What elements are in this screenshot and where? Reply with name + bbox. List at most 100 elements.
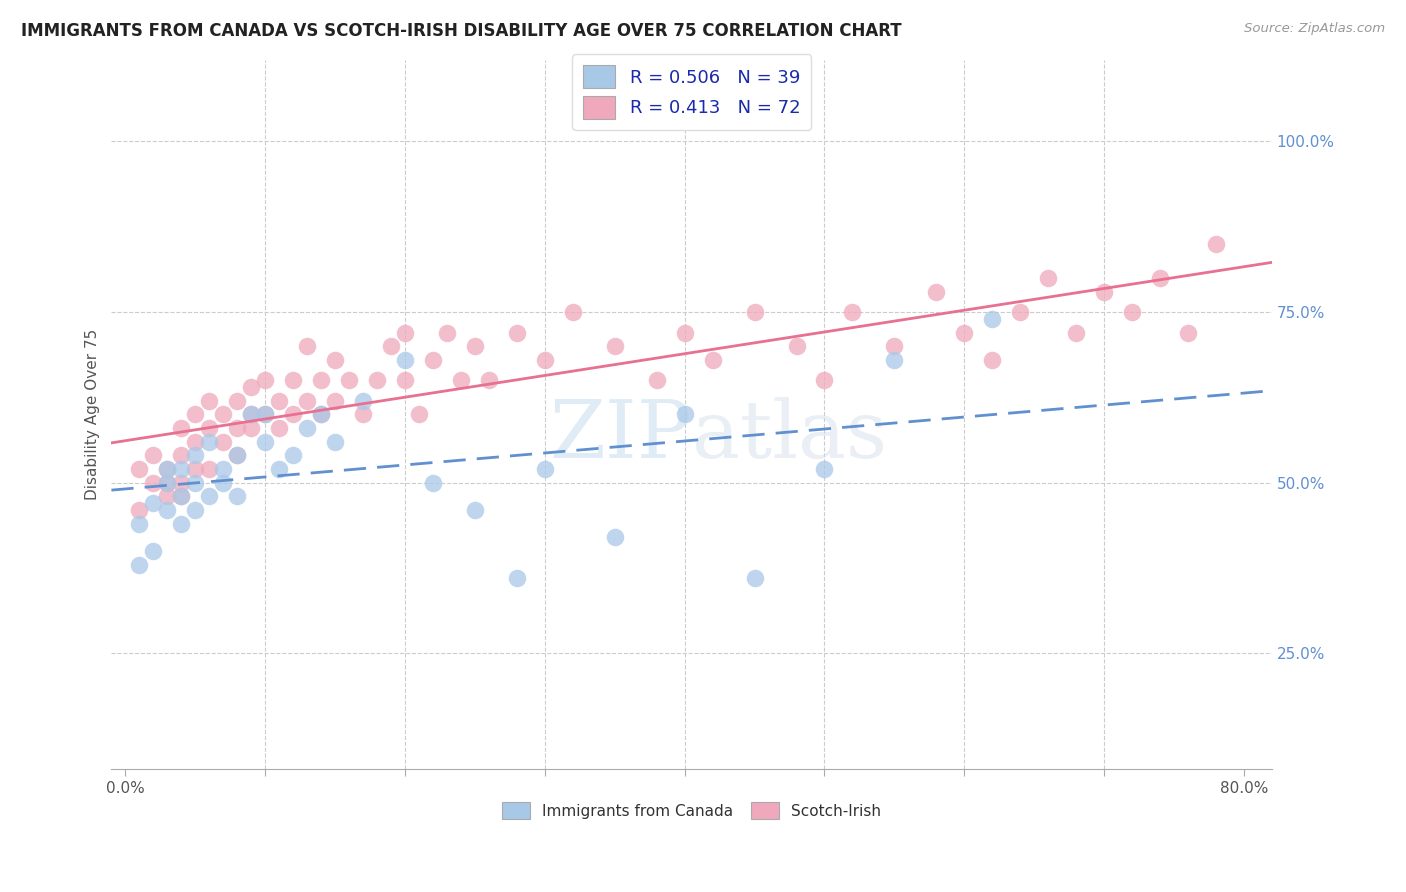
Point <box>226 393 249 408</box>
Point <box>240 408 263 422</box>
Point <box>142 496 165 510</box>
Point <box>212 475 235 490</box>
Point <box>534 462 557 476</box>
Point <box>380 339 402 353</box>
Point <box>212 462 235 476</box>
Point <box>254 408 277 422</box>
Point <box>170 475 193 490</box>
Point <box>240 408 263 422</box>
Point <box>323 434 346 449</box>
Point <box>283 373 305 387</box>
Point <box>226 449 249 463</box>
Point <box>1092 285 1115 299</box>
Point <box>309 408 332 422</box>
Point <box>645 373 668 387</box>
Point <box>269 462 291 476</box>
Point <box>198 489 221 503</box>
Point <box>170 489 193 503</box>
Point <box>254 434 277 449</box>
Text: Source: ZipAtlas.com: Source: ZipAtlas.com <box>1244 22 1385 36</box>
Point <box>883 352 905 367</box>
Point <box>337 373 360 387</box>
Point <box>1010 305 1032 319</box>
Point <box>142 449 165 463</box>
Point <box>478 373 501 387</box>
Point <box>366 373 388 387</box>
Point <box>295 393 318 408</box>
Point <box>269 421 291 435</box>
Point <box>394 326 416 340</box>
Point <box>128 503 150 517</box>
Point <box>156 462 179 476</box>
Point <box>561 305 583 319</box>
Point <box>1149 271 1171 285</box>
Point <box>254 408 277 422</box>
Point <box>394 373 416 387</box>
Point <box>156 475 179 490</box>
Point <box>309 408 332 422</box>
Point <box>283 449 305 463</box>
Point <box>128 558 150 572</box>
Point <box>156 503 179 517</box>
Point <box>283 408 305 422</box>
Point <box>744 305 766 319</box>
Point <box>1121 305 1143 319</box>
Point <box>142 475 165 490</box>
Text: atlas: atlas <box>692 397 887 475</box>
Point <box>226 421 249 435</box>
Point <box>198 434 221 449</box>
Point <box>534 352 557 367</box>
Point <box>184 503 207 517</box>
Point <box>422 475 444 490</box>
Point <box>702 352 724 367</box>
Point <box>170 449 193 463</box>
Point <box>212 408 235 422</box>
Point <box>450 373 472 387</box>
Point <box>184 408 207 422</box>
Point <box>603 339 626 353</box>
Point <box>269 393 291 408</box>
Point <box>226 449 249 463</box>
Point <box>240 421 263 435</box>
Point <box>170 516 193 531</box>
Point <box>506 571 529 585</box>
Point <box>673 408 696 422</box>
Point <box>1177 326 1199 340</box>
Point <box>1038 271 1060 285</box>
Point <box>408 408 430 422</box>
Point <box>156 489 179 503</box>
Text: IMMIGRANTS FROM CANADA VS SCOTCH-IRISH DISABILITY AGE OVER 75 CORRELATION CHART: IMMIGRANTS FROM CANADA VS SCOTCH-IRISH D… <box>21 22 901 40</box>
Point <box>323 393 346 408</box>
Point <box>323 352 346 367</box>
Point <box>184 434 207 449</box>
Point <box>198 462 221 476</box>
Point <box>744 571 766 585</box>
Point <box>170 489 193 503</box>
Point <box>883 339 905 353</box>
Point <box>981 312 1004 326</box>
Point <box>240 380 263 394</box>
Point <box>394 352 416 367</box>
Point <box>198 421 221 435</box>
Point <box>295 421 318 435</box>
Point <box>184 449 207 463</box>
Point <box>786 339 808 353</box>
Point <box>170 421 193 435</box>
Point <box>309 373 332 387</box>
Point <box>603 530 626 544</box>
Point <box>673 326 696 340</box>
Point <box>170 462 193 476</box>
Point <box>212 434 235 449</box>
Y-axis label: Disability Age Over 75: Disability Age Over 75 <box>86 329 100 500</box>
Point <box>156 462 179 476</box>
Point <box>464 503 486 517</box>
Point <box>841 305 863 319</box>
Point <box>813 462 835 476</box>
Point <box>128 462 150 476</box>
Point <box>436 326 458 340</box>
Point <box>295 339 318 353</box>
Point <box>128 516 150 531</box>
Point <box>254 373 277 387</box>
Point <box>422 352 444 367</box>
Legend: Immigrants from Canada, Scotch-Irish: Immigrants from Canada, Scotch-Irish <box>496 796 887 825</box>
